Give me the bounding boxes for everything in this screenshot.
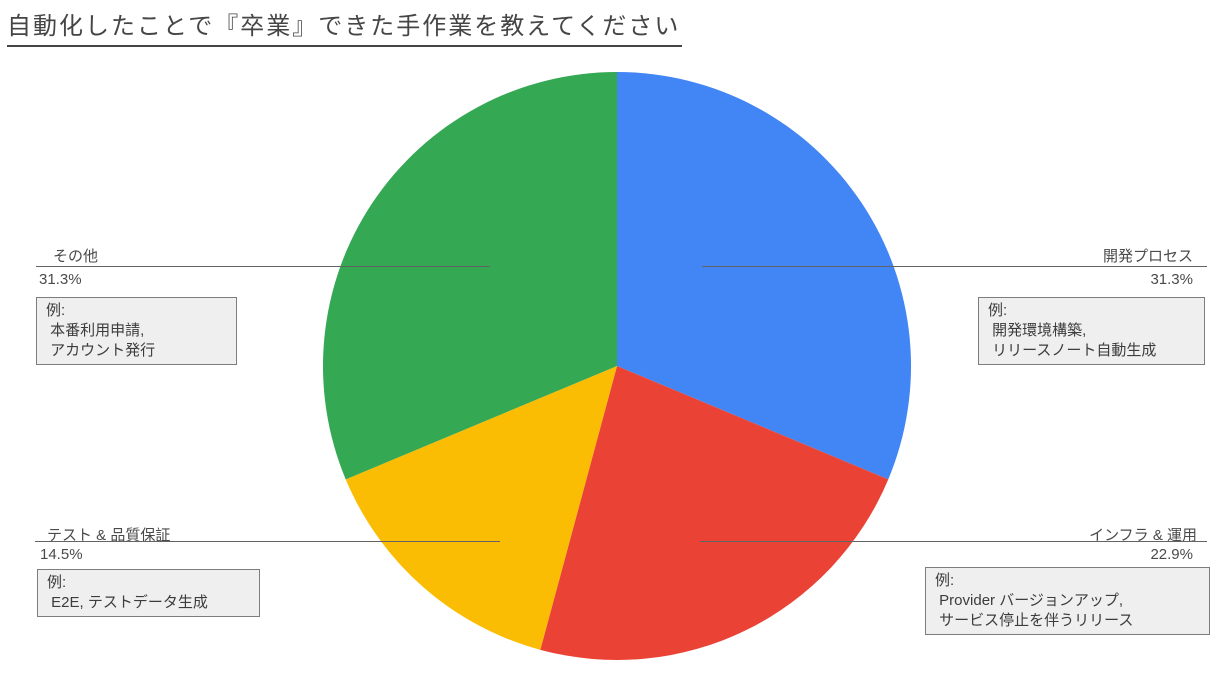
example-box-others: 例: 本番利用申請, アカウント発行: [36, 297, 237, 365]
example-box-development-process: 例: 開発環境構築, リリースノート自動生成: [978, 297, 1205, 365]
pie-slice-development-process: [617, 72, 911, 480]
pie-slice-infra-operations: [540, 366, 889, 660]
pie-slice-others: [323, 72, 617, 480]
leader-line-infra-operations: [700, 541, 1207, 542]
chart-title: 自動化したことで『卒業』できた手作業を教えてください: [7, 6, 683, 47]
callout-label-others: その他: [53, 248, 99, 265]
example-box-test-qa: 例: E2E, テストデータ生成: [37, 569, 260, 617]
callout-percent-others: 31.3%: [39, 271, 82, 288]
callout-label-infra-operations: インフラ & 運用: [1089, 527, 1197, 544]
leader-line-others: [36, 266, 490, 267]
leader-line-test-qa: [35, 541, 500, 542]
callout-label-development-process: 開発プロセス: [1102, 248, 1193, 265]
callout-percent-test-qa: 14.5%: [40, 546, 83, 563]
callout-percent-development-process: 31.3%: [1150, 271, 1193, 288]
callout-label-test-qa: テスト & 品質保証: [47, 527, 171, 544]
leader-line-development-process: [702, 266, 1207, 267]
example-box-infra-operations: 例: Provider バージョンアップ, サービス停止を伴うリリース: [925, 567, 1210, 635]
callout-percent-infra-operations: 22.9%: [1150, 546, 1193, 563]
pie-slice-test-qa: [345, 366, 617, 650]
pie-chart: [323, 72, 911, 660]
